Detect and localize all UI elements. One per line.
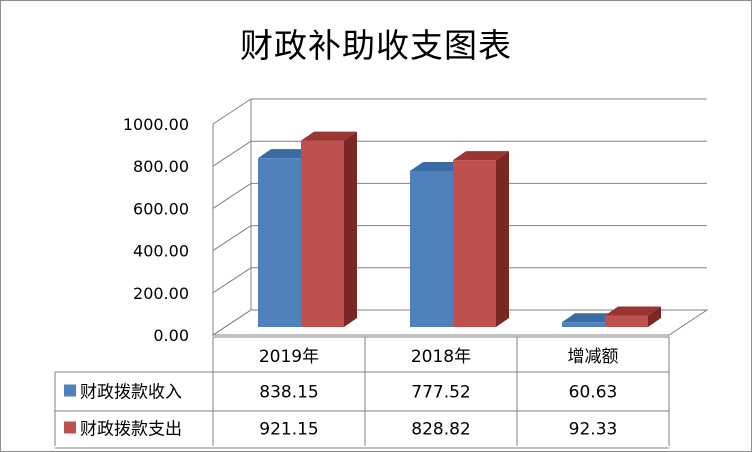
y-tick-label: 400.00 xyxy=(133,242,189,261)
bar xyxy=(258,158,301,327)
bar-side xyxy=(648,306,661,327)
gridline-wall xyxy=(212,182,252,209)
data-table-value: 828.82 xyxy=(411,420,470,440)
data-table-value: 777.52 xyxy=(411,383,470,403)
category-label: 增减额 xyxy=(568,347,619,367)
chart-title: 财政补助收支图表 xyxy=(240,26,512,65)
bar-top xyxy=(562,313,618,323)
bar-top xyxy=(605,306,661,316)
data-table-value: 92.33 xyxy=(569,420,618,440)
data-table-value: 838.15 xyxy=(259,383,318,403)
gridline-wall xyxy=(212,98,252,125)
legend-swatch xyxy=(64,384,76,397)
bar xyxy=(410,170,453,327)
bar-side xyxy=(344,131,357,327)
data-table-value: 60.63 xyxy=(569,383,618,403)
bar-top xyxy=(453,151,509,161)
y-tick-label: 800.00 xyxy=(133,157,189,176)
bar xyxy=(605,315,648,327)
y-tick-label: 600.00 xyxy=(133,199,189,218)
bar-top xyxy=(301,131,357,141)
y-tick-label: 0.00 xyxy=(153,326,189,345)
gridline-wall xyxy=(212,267,252,294)
category-label: 2019年 xyxy=(259,347,319,367)
gridline-wall xyxy=(212,225,252,252)
legend-label: 财政拨款收入 xyxy=(80,383,182,403)
bar xyxy=(453,160,496,327)
legend-swatch xyxy=(64,421,76,434)
y-tick-label: 200.00 xyxy=(133,284,189,303)
bar xyxy=(301,140,344,327)
chart-floor xyxy=(211,309,709,336)
category-label: 2018年 xyxy=(411,347,471,367)
bar xyxy=(562,322,605,327)
data-table-value: 921.15 xyxy=(259,420,318,440)
gridline-wall xyxy=(212,140,252,167)
legend-label: 财政拨款支出 xyxy=(80,420,182,440)
bar-top xyxy=(410,161,466,171)
bar-top xyxy=(258,149,314,159)
bar-side xyxy=(496,151,509,327)
y-tick-label: 1000.00 xyxy=(123,115,189,134)
